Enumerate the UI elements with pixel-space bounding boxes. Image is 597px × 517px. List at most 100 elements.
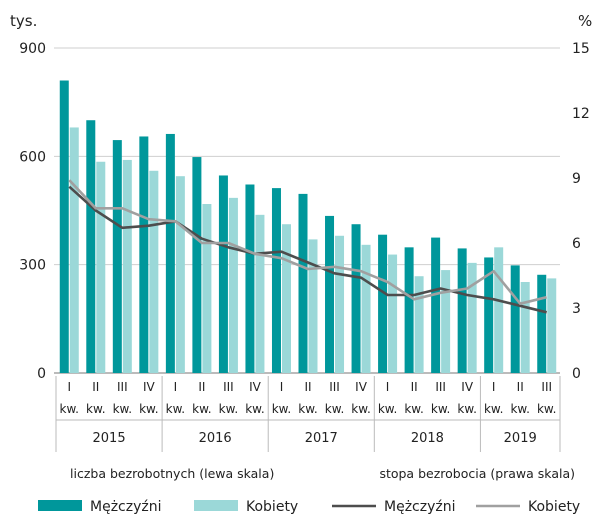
bar-women (494, 247, 504, 373)
category-sublabel: kw. (86, 402, 105, 416)
bar-men (378, 234, 388, 373)
category-sublabel: kw. (325, 402, 344, 416)
legend-label-line-women: Kobiety (528, 499, 580, 515)
category-sublabel: kw. (139, 402, 158, 416)
bar-women (96, 161, 106, 373)
legend-label-bar-men: Mężczyźni (90, 499, 161, 515)
category-label: I (492, 380, 496, 394)
category-label: I (67, 380, 71, 394)
bar-men (86, 120, 96, 373)
category-label: II (92, 380, 99, 394)
category-label: II (411, 380, 418, 394)
legend-swatch-bar-men (38, 500, 82, 511)
category-sublabel: kw. (431, 402, 450, 416)
category-sublabel: kw. (298, 402, 317, 416)
left-axis-tick: 600 (19, 149, 46, 165)
bar-women (467, 262, 477, 373)
category-sublabel: kw. (219, 402, 238, 416)
category-label: I (174, 380, 178, 394)
bar-women (69, 127, 79, 373)
left-axis-tick: 0 (37, 366, 46, 382)
bar-men (165, 133, 175, 373)
bar-men (218, 175, 228, 373)
category-label: I (280, 380, 284, 394)
line-men-rate (68, 185, 548, 314)
category-sublabel: kw. (113, 402, 132, 416)
category-label: III (329, 380, 340, 394)
year-label: 2015 (93, 431, 126, 446)
note-right-scale: stopa bezrobocia (prawa skala) (379, 466, 575, 481)
category-sublabel: kw. (272, 402, 291, 416)
category-label: III (541, 380, 552, 394)
category-label: II (198, 380, 205, 394)
year-label: 2018 (411, 431, 444, 446)
category-label: II (517, 380, 524, 394)
bar-men (59, 80, 69, 373)
bar-men (431, 237, 441, 373)
bar-men (112, 140, 122, 373)
note-left-scale: liczba bezrobotnych (lewa skala) (70, 466, 274, 481)
bar-women (202, 204, 212, 373)
bar-women (414, 276, 424, 373)
category-label: III (223, 380, 234, 394)
bar-men (298, 193, 308, 373)
category-label: II (304, 380, 311, 394)
category-sublabel: kw. (537, 402, 556, 416)
line-women-rate (68, 179, 548, 306)
bar-men (457, 248, 467, 373)
bar-women (228, 197, 238, 373)
year-label: 2019 (504, 431, 537, 446)
category-sublabel: kw. (404, 402, 423, 416)
right-axis-unit: % (578, 12, 592, 30)
category-sublabel: kw. (484, 402, 503, 416)
category-label: III (435, 380, 446, 394)
right-axis-tick: 9 (572, 171, 581, 187)
category-label: III (117, 380, 128, 394)
bar-men (484, 257, 494, 373)
bar-women (335, 235, 345, 373)
year-label: 2017 (305, 431, 338, 446)
category-sublabel: kw. (166, 402, 185, 416)
category-label: IV (143, 380, 156, 394)
right-axis-tick: 0 (572, 366, 581, 382)
bar-women (547, 278, 557, 373)
bar-women (175, 176, 185, 373)
bar-men (271, 188, 281, 373)
bar-men (537, 274, 547, 373)
category-label: IV (461, 380, 474, 394)
bar-women (361, 244, 371, 373)
legend-swatch-bar-women (194, 500, 238, 511)
left-axis-unit: tys. (10, 12, 37, 30)
category-label: IV (355, 380, 368, 394)
bar-women (441, 270, 451, 373)
year-label: 2016 (199, 431, 232, 446)
right-axis-tick: 3 (572, 301, 581, 317)
bar-men (351, 224, 361, 373)
category-sublabel: kw. (192, 402, 211, 416)
bar-women (149, 170, 159, 373)
category-sublabel: kw. (457, 402, 476, 416)
bar-men (404, 247, 414, 373)
right-axis-tick: 12 (572, 106, 590, 122)
left-axis-tick: 300 (19, 258, 46, 274)
category-sublabel: kw. (351, 402, 370, 416)
category-sublabel: kw. (510, 402, 529, 416)
legend-label-bar-women: Kobiety (246, 499, 298, 515)
category-label: I (386, 380, 390, 394)
left-axis-tick: 900 (19, 41, 46, 57)
category-sublabel: kw. (378, 402, 397, 416)
bar-men (192, 157, 202, 373)
bar-women (281, 224, 291, 373)
bar-women (255, 214, 265, 373)
category-sublabel: kw. (245, 402, 264, 416)
bar-women (520, 282, 530, 373)
bar-men (325, 215, 335, 373)
bar-men (139, 136, 149, 373)
bar-women (308, 239, 318, 373)
right-axis-tick: 15 (572, 41, 590, 57)
bar-women (388, 254, 398, 373)
right-axis-tick: 6 (572, 236, 581, 252)
category-sublabel: kw. (60, 402, 79, 416)
